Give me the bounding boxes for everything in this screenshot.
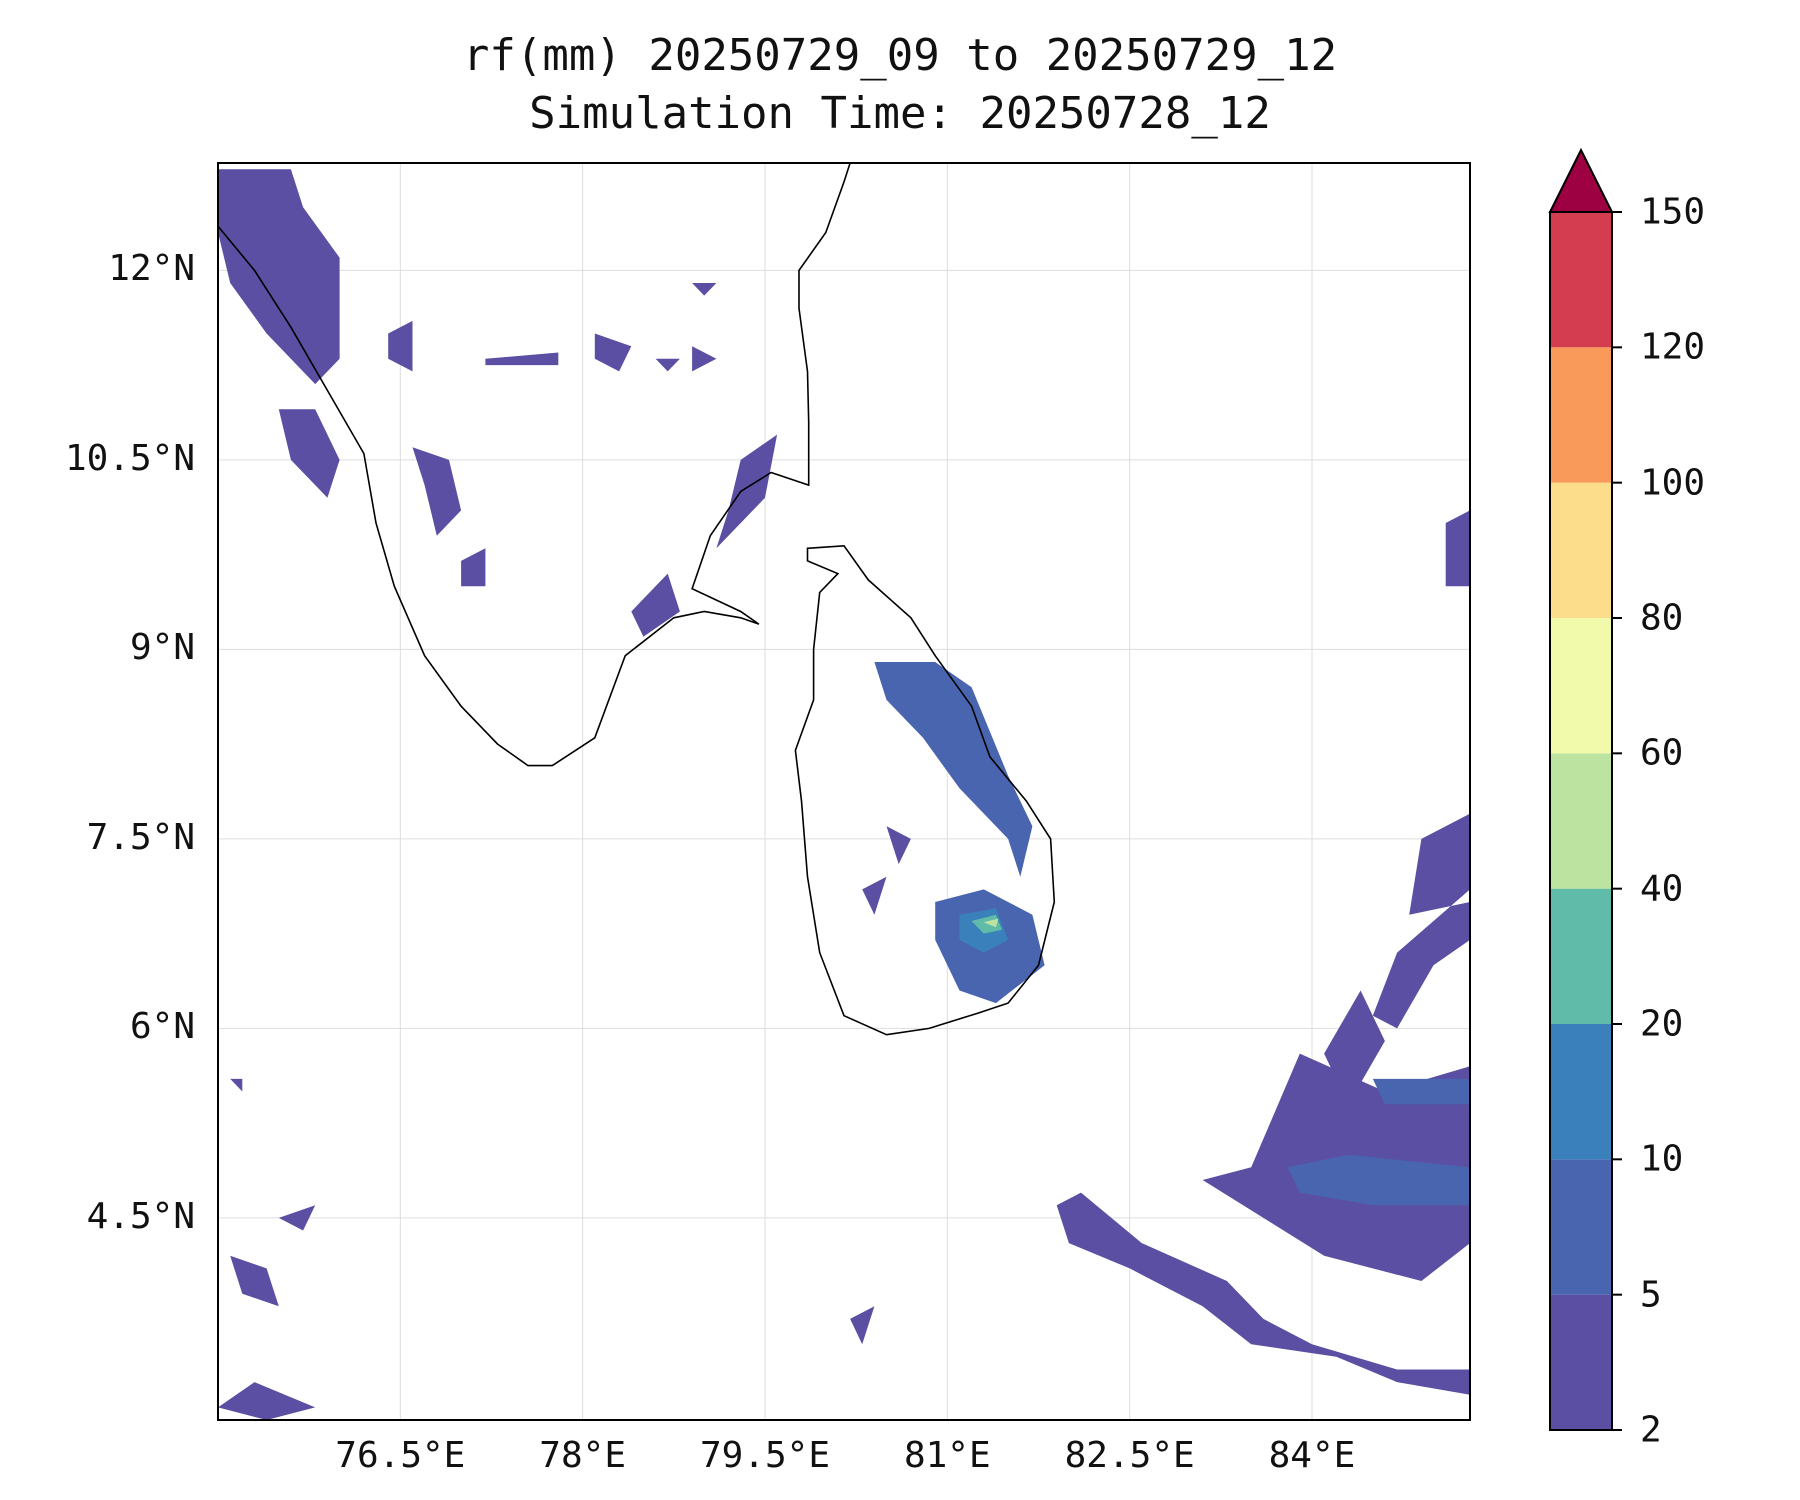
colorbar-segment <box>1550 888 1612 1024</box>
rain-kerala-interior <box>388 320 413 372</box>
colorbar-label: 100 <box>1640 462 1706 504</box>
lat-tick-label: 10.5°N <box>64 437 195 479</box>
colorbar-label: 5 <box>1640 1274 1662 1316</box>
colorbar-label: 150 <box>1640 191 1706 233</box>
colorbar-label: 20 <box>1640 1003 1684 1045</box>
figure-title: rf(mm) 20250729_09 to 20250729_12 <box>462 30 1338 81</box>
rain-sri-lanka-interior-patches <box>886 826 911 865</box>
colorbar-label: 40 <box>1640 868 1684 910</box>
rain-southeast-ocean-core <box>1287 1154 1470 1206</box>
rain-north-kerala-coast <box>218 169 340 385</box>
lat-tick-label: 6°N <box>129 1006 195 1048</box>
rain-sri-lanka-southeast-max <box>983 918 999 928</box>
rain-kerala-interior <box>412 447 462 536</box>
rain-southwest-ocean-patches <box>850 1306 875 1345</box>
colorbar-segment <box>1550 753 1612 889</box>
colorbar-label: 120 <box>1640 326 1706 368</box>
rain-bay-east-bands <box>1445 510 1470 587</box>
lon-tick-label: 78°E <box>539 1435 627 1476</box>
lat-tick-label: 9°N <box>129 627 195 669</box>
lon-tick-label: 81°E <box>903 1435 991 1476</box>
colorbar-label: 10 <box>1640 1138 1684 1180</box>
rain-sri-lanka-east-band <box>874 662 1033 877</box>
colorbar-segment <box>1550 1294 1612 1430</box>
rain-southeast-ocean-bands <box>1324 990 1385 1105</box>
colorbar-segment <box>1550 1159 1612 1295</box>
rain-palk-coast-streak <box>716 434 778 549</box>
colorbar-label: 80 <box>1640 597 1684 639</box>
colorbar-segment <box>1550 482 1612 618</box>
colorbar-label: 60 <box>1640 732 1684 774</box>
colorbar-segment <box>1550 347 1612 483</box>
rain-kerala-interior <box>461 548 486 587</box>
rain-tn-interior-patches <box>485 352 559 366</box>
colorbar-frame <box>1549 211 1613 1431</box>
rain-tn-interior-patches <box>692 346 717 372</box>
rain-southwest-ocean-patches <box>218 1382 316 1420</box>
colorbar-segment <box>1550 1024 1612 1160</box>
colorbar-label: 2 <box>1640 1409 1662 1451</box>
rain-tn-interior-patches <box>692 283 717 296</box>
rain-southwest-ocean-patches <box>278 1205 316 1231</box>
lon-tick-label: 79.5°E <box>699 1435 831 1476</box>
map-frame <box>217 162 1471 1421</box>
rain-tn-interior-patches <box>655 358 680 372</box>
lon-tick-label: 84°E <box>1268 1435 1356 1476</box>
rain-tn-interior-patches <box>594 333 632 372</box>
coastline-sri-lanka <box>794 544 1056 1036</box>
rain-southwest-ocean-patches <box>230 1078 243 1092</box>
lat-tick-label: 7.5°N <box>86 816 195 858</box>
rain-sri-lanka-southeast-peak <box>971 914 1002 934</box>
lat-tick-label: 12°N <box>108 248 195 290</box>
colorbar-segment <box>1550 618 1612 754</box>
rain-southeast-ocean-bands <box>1056 1192 1470 1395</box>
rain-sri-lanka-interior-patches <box>862 876 887 915</box>
colorbar-segment <box>1550 212 1612 348</box>
figure-subtitle: Simulation Time: 20250728_12 <box>529 88 1271 139</box>
rain-kerala-coast-mid <box>278 409 340 498</box>
coastline-india <box>218 163 851 767</box>
colorbar-extend-arrow <box>1548 147 1614 213</box>
rain-southwest-ocean-patches <box>230 1255 279 1307</box>
rain-southeast-ocean-core <box>1372 1078 1470 1105</box>
lat-tick-label: 4.5°N <box>86 1195 195 1237</box>
lon-tick-label: 82.5°E <box>1064 1435 1195 1476</box>
rain-palk-coast-streak <box>631 573 680 637</box>
lon-tick-label: 76.5°E <box>335 1435 466 1476</box>
rain-bay-east-bands <box>1372 813 1470 1029</box>
